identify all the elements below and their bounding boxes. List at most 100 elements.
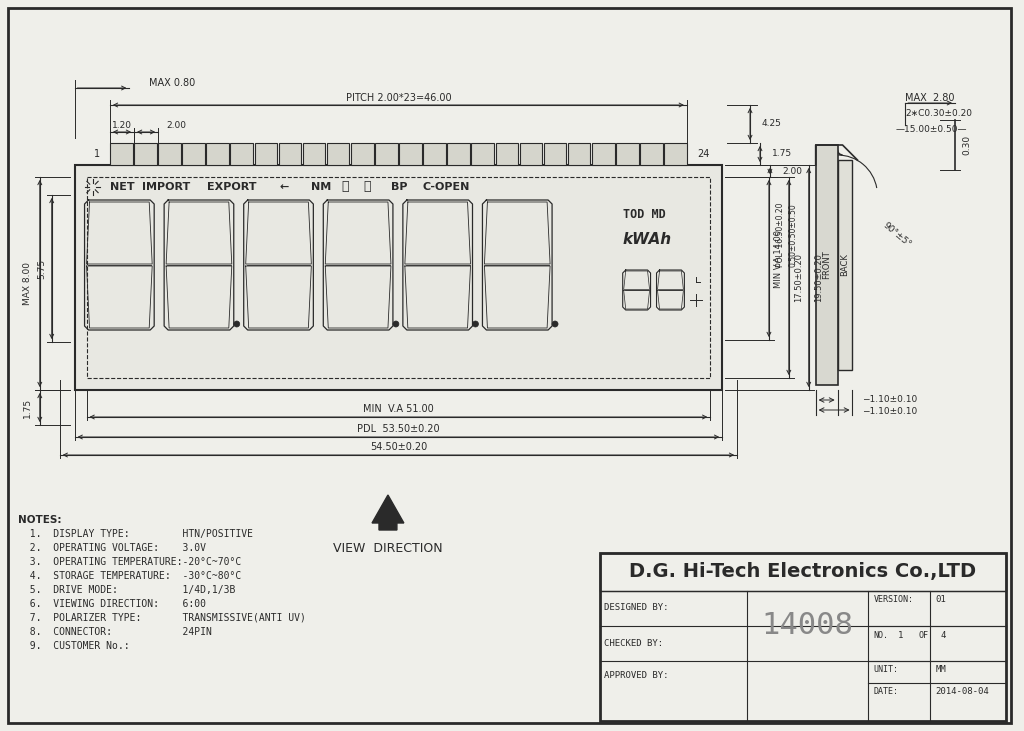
Circle shape — [472, 321, 478, 327]
Text: POL  16.50±0.20: POL 16.50±0.20 — [776, 202, 785, 268]
FancyArrow shape — [372, 495, 403, 530]
Text: MAX 0.80: MAX 0.80 — [150, 78, 196, 88]
Text: MIN  V.A 51.00: MIN V.A 51.00 — [364, 404, 434, 414]
Bar — [182, 143, 205, 165]
Text: PDL  53.50±0.20: PDL 53.50±0.20 — [357, 424, 439, 434]
Text: 14008: 14008 — [762, 612, 854, 640]
Text: 1.20: 1.20 — [112, 121, 132, 129]
Bar — [568, 143, 591, 165]
Bar — [206, 143, 229, 165]
Bar — [375, 143, 397, 165]
Text: OF: OF — [919, 631, 928, 640]
Text: 5.  DRIVE MODE:           1/4D,1/3B: 5. DRIVE MODE: 1/4D,1/3B — [17, 585, 236, 595]
Text: 3.  OPERATING TEMPERATURE:-20°C~70°C: 3. OPERATING TEMPERATURE:-20°C~70°C — [17, 557, 242, 567]
Text: PITCH 2.00*23=46.00: PITCH 2.00*23=46.00 — [345, 93, 452, 103]
Text: 2.00: 2.00 — [782, 167, 802, 175]
Text: DATE:: DATE: — [873, 687, 898, 697]
Text: NO.: NO. — [873, 631, 889, 640]
Text: DESIGNED BY:: DESIGNED BY: — [604, 604, 669, 613]
Text: 2∗C0.30±0.20: 2∗C0.30±0.20 — [905, 110, 972, 118]
Bar — [496, 143, 518, 165]
Bar — [351, 143, 374, 165]
Circle shape — [393, 321, 399, 327]
Text: Ⓜ: Ⓜ — [341, 181, 349, 194]
Text: APPROVED BY:: APPROVED BY: — [604, 672, 669, 681]
Circle shape — [552, 321, 558, 327]
Text: 6.  VIEWING DIRECTION:    6:00: 6. VIEWING DIRECTION: 6:00 — [17, 599, 206, 609]
Text: 4: 4 — [940, 631, 945, 640]
Bar — [665, 143, 687, 165]
Bar — [423, 143, 445, 165]
Text: NM: NM — [311, 182, 332, 192]
Text: 1.75: 1.75 — [772, 150, 792, 159]
Bar — [255, 143, 278, 165]
Bar — [447, 143, 470, 165]
Text: TOD MD: TOD MD — [623, 208, 666, 221]
Text: 4.25: 4.25 — [762, 119, 782, 129]
Text: UNIT:: UNIT: — [873, 665, 898, 675]
Bar — [110, 143, 132, 165]
Text: EXPORT: EXPORT — [207, 182, 256, 192]
Text: BACK: BACK — [841, 254, 850, 276]
Text: ⛔: ⛔ — [364, 181, 371, 194]
Text: 2.00: 2.00 — [166, 121, 186, 129]
Bar — [471, 143, 494, 165]
Text: 24: 24 — [696, 149, 710, 159]
Text: 5.75: 5.75 — [37, 259, 46, 279]
Text: CHECKED BY:: CHECKED BY: — [604, 638, 663, 648]
Text: FRONT: FRONT — [822, 251, 831, 279]
Bar — [816, 145, 838, 385]
Text: 1: 1 — [898, 631, 903, 640]
Text: IMPORT: IMPORT — [142, 182, 190, 192]
Text: MIN V.A 14.00: MIN V.A 14.00 — [774, 230, 783, 287]
Text: MAX  2.80: MAX 2.80 — [905, 93, 954, 103]
Text: 54.50±0.20: 54.50±0.20 — [370, 442, 427, 452]
Text: VIEW  DIRECTION: VIEW DIRECTION — [333, 542, 442, 555]
Text: 19.50±0.20: 19.50±0.20 — [814, 253, 823, 302]
Text: 7.  POLARIZER TYPE:       TRANSMISSIVE(ANTI UV): 7. POLARIZER TYPE: TRANSMISSIVE(ANTI UV) — [17, 613, 306, 623]
Text: 2014-08-04: 2014-08-04 — [935, 687, 989, 697]
Bar — [327, 143, 349, 165]
Bar — [399, 143, 422, 165]
Text: —15.00±0.50—: —15.00±0.50— — [895, 126, 967, 135]
Text: 4.  STORAGE TEMPERATURE:  -30°C~80°C: 4. STORAGE TEMPERATURE: -30°C~80°C — [17, 571, 242, 581]
Bar — [640, 143, 663, 165]
Text: 0.30: 0.30 — [963, 135, 972, 155]
Text: NET: NET — [111, 182, 135, 192]
Bar — [600, 553, 1006, 591]
Text: MM: MM — [935, 665, 946, 675]
Bar — [544, 143, 566, 165]
Text: 1: 1 — [94, 149, 100, 159]
Text: 1.75: 1.75 — [24, 398, 33, 417]
Bar — [230, 143, 253, 165]
Text: ←: ← — [280, 182, 289, 192]
Text: 9.  CUSTOMER No.:: 9. CUSTOMER No.: — [17, 641, 129, 651]
Text: −1.10±0.10: −1.10±0.10 — [862, 406, 918, 415]
Text: NOTES:: NOTES: — [17, 515, 61, 525]
Text: 90°±5°: 90°±5° — [882, 221, 913, 249]
Bar — [519, 143, 543, 165]
Bar — [592, 143, 614, 165]
Bar — [838, 160, 853, 370]
Text: kWAh: kWAh — [623, 232, 672, 248]
Text: 17.50±0.20: 17.50±0.20 — [795, 253, 803, 302]
Text: 01: 01 — [935, 596, 946, 605]
Bar — [87, 177, 711, 378]
Text: 0.50±0.50±0.50: 0.50±0.50±0.50 — [788, 203, 798, 267]
Bar — [279, 143, 301, 165]
Text: MAX 8.00: MAX 8.00 — [24, 262, 33, 305]
Bar — [75, 165, 722, 390]
Bar — [303, 143, 326, 165]
Text: D.G. Hi-Tech Electronics Co.,LTD: D.G. Hi-Tech Electronics Co.,LTD — [629, 562, 976, 581]
Bar — [600, 553, 1006, 721]
Bar — [158, 143, 180, 165]
Text: C-OPEN: C-OPEN — [423, 182, 470, 192]
Text: BP: BP — [391, 182, 408, 192]
Text: 2.  OPERATING VOLTAGE:    3.0V: 2. OPERATING VOLTAGE: 3.0V — [17, 543, 206, 553]
Bar — [134, 143, 157, 165]
Circle shape — [233, 321, 240, 327]
Text: 8.  CONNECTOR:            24PIN: 8. CONNECTOR: 24PIN — [17, 627, 212, 637]
Bar — [616, 143, 639, 165]
Text: −1.10±0.10: −1.10±0.10 — [862, 395, 918, 404]
Text: VERSION:: VERSION: — [873, 596, 913, 605]
